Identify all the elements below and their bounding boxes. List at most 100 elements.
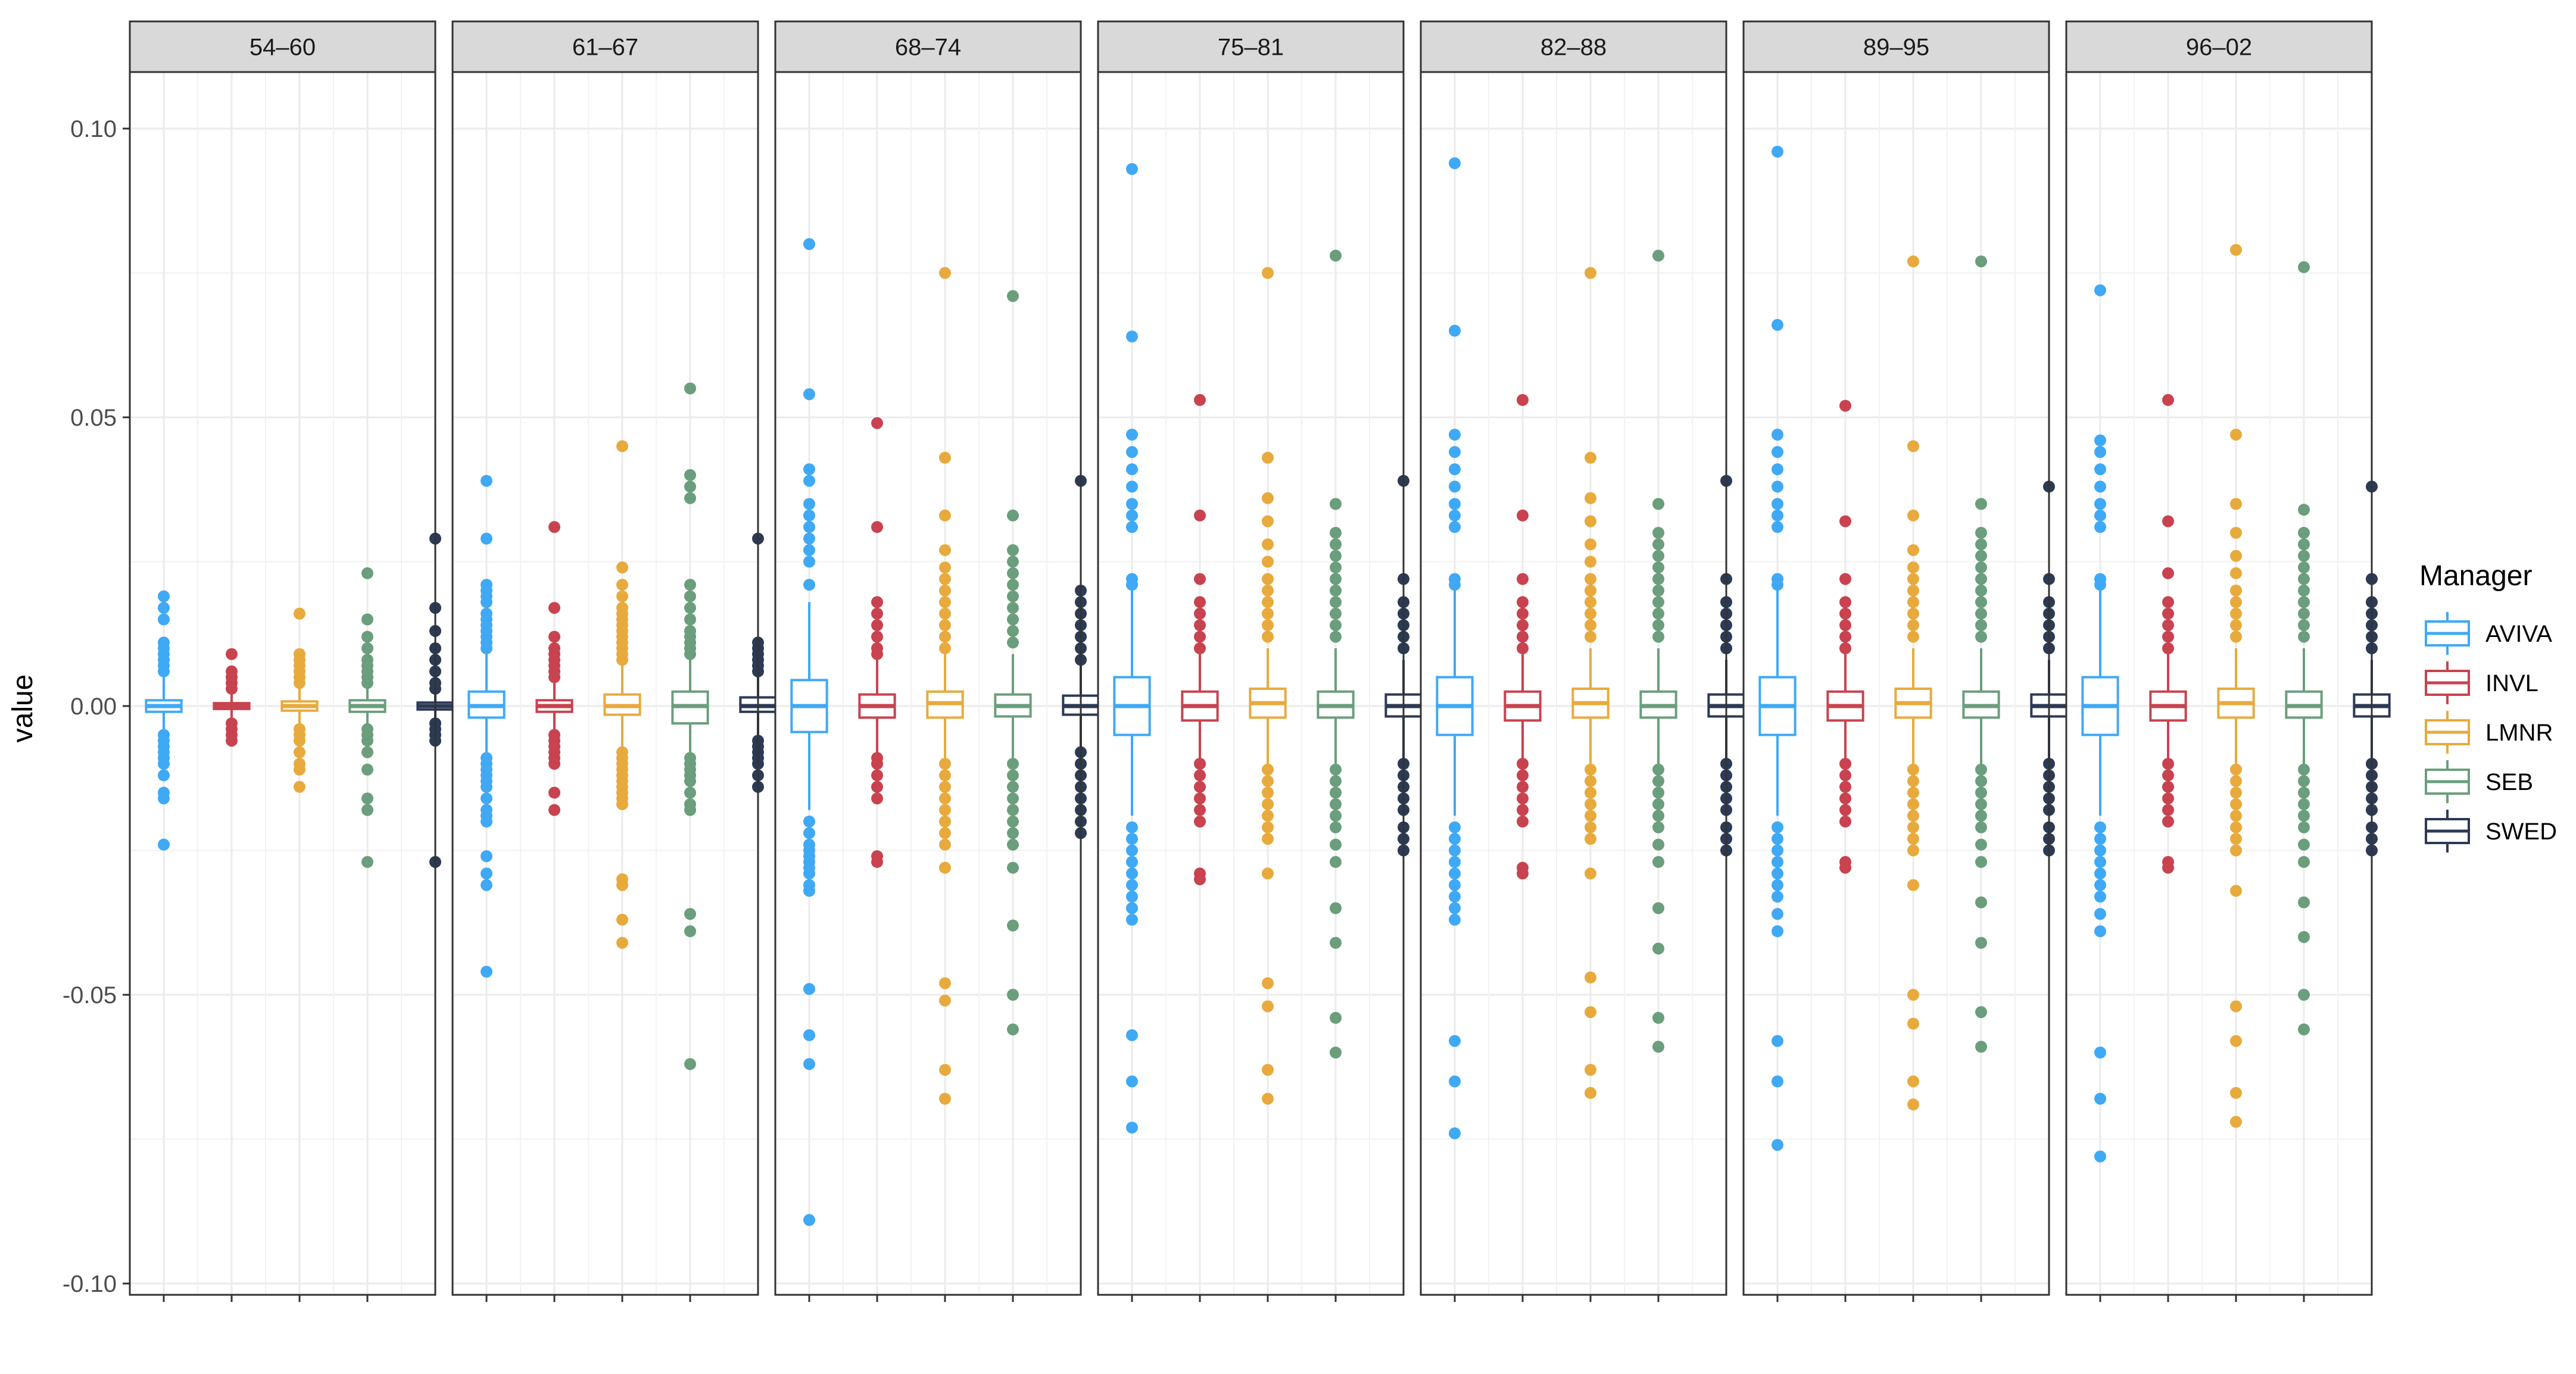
outlier-point: [1126, 879, 1138, 891]
outlier-point: [1585, 867, 1596, 880]
outlier-point: [1007, 290, 1019, 302]
outlier-point: [1262, 821, 1274, 833]
outlier-point: [361, 855, 373, 868]
outlier-point: [2094, 879, 2106, 891]
outlier-point: [2298, 931, 2310, 943]
outlier-point: [1975, 821, 1987, 833]
outlier-point: [1262, 977, 1274, 989]
outlier-point: [361, 804, 373, 816]
outlier-point: [1330, 596, 1342, 608]
outlier-point: [1449, 913, 1461, 926]
outlier-point: [1007, 838, 1019, 851]
outlier-point: [803, 983, 815, 995]
outlier-point: [1126, 902, 1138, 914]
outlier-point: [1907, 1017, 1919, 1030]
outlier-point: [939, 630, 951, 643]
outlier-point: [1449, 833, 1461, 845]
outlier-point: [1907, 561, 1919, 574]
outlier-point: [1975, 896, 1987, 908]
outlier-point: [1907, 833, 1919, 845]
outlier-point: [2298, 538, 2310, 551]
facet-panel: 82–88: [1420, 20, 1745, 1302]
outlier-point: [1449, 463, 1461, 476]
outlier-point: [481, 792, 492, 805]
outlier-point: [1652, 942, 1664, 955]
outlier-point: [294, 763, 305, 776]
outlier-point: [1652, 538, 1664, 551]
outlier-point: [1126, 163, 1138, 175]
outlier-point: [939, 561, 951, 574]
outlier-point: [1839, 607, 1851, 620]
outlier-point: [1262, 538, 1274, 551]
outlier-point: [1907, 810, 1919, 822]
outlier-point: [1194, 873, 1206, 885]
outlier-point: [1907, 1098, 1919, 1111]
outlier-point: [2298, 607, 2310, 620]
outlier-point: [2162, 816, 2174, 827]
outlier-point: [1262, 810, 1274, 822]
outlier-point: [361, 567, 373, 579]
outlier-point: [1585, 555, 1596, 568]
outlier-point: [2230, 619, 2242, 632]
outlier-point: [2162, 567, 2174, 579]
y-tick-label: 0.05: [70, 405, 117, 431]
box-invl: [2149, 394, 2187, 874]
outlier-point: [1194, 607, 1206, 620]
box-aviva: [1758, 145, 1797, 1151]
outlier-point: [1330, 786, 1342, 799]
outlier-point: [1907, 607, 1919, 620]
outlier-point: [481, 867, 492, 880]
outlier-point: [1907, 573, 1919, 585]
outlier-point: [803, 555, 815, 568]
outlier-point: [1652, 561, 1664, 574]
outlier-point: [1975, 838, 1987, 851]
outlier-point: [939, 451, 951, 464]
outlier-point: [2298, 630, 2310, 643]
outlier-point: [1975, 810, 1987, 822]
box-invl: [1181, 394, 1219, 885]
outlier-point: [1907, 630, 1919, 643]
outlier-point: [1517, 780, 1529, 793]
box-seb: [1639, 249, 1677, 1053]
outlier-point: [1975, 596, 1987, 608]
outlier-point: [1330, 1047, 1342, 1058]
outlier-point: [2094, 1092, 2106, 1105]
outlier-point: [294, 735, 305, 747]
outlier-point: [1652, 775, 1664, 788]
outlier-point: [1449, 821, 1461, 833]
outlier-point: [1330, 630, 1342, 643]
outlier-point: [1330, 775, 1342, 788]
outlier-point: [2162, 619, 2174, 632]
outlier-point: [2094, 509, 2106, 522]
outlier-point: [1585, 833, 1596, 845]
outlier-point: [1975, 561, 1987, 574]
outlier-point: [1449, 157, 1461, 170]
outlier-point: [1449, 891, 1461, 903]
outlier-point: [1975, 630, 1987, 643]
outlier-point: [2094, 908, 2106, 920]
outlier-point: [1262, 1092, 1274, 1105]
box-invl: [1504, 394, 1542, 880]
outlier-point: [1652, 249, 1664, 262]
outlier-point: [2230, 844, 2242, 857]
outlier-point: [2230, 885, 2242, 897]
legend-label: LMNR: [2485, 720, 2553, 746]
outlier-point: [803, 816, 815, 827]
legend-label: SWED: [2485, 819, 2557, 845]
outlier-point: [1585, 515, 1596, 527]
outlier-point: [1839, 630, 1851, 643]
box-aviva: [145, 590, 183, 851]
outlier-point: [1262, 1000, 1274, 1013]
facet-panel: 89–95: [1742, 20, 2068, 1302]
outlier-point: [684, 775, 696, 788]
outlier-point: [1772, 1075, 1783, 1088]
outlier-point: [1330, 838, 1342, 851]
outlier-point: [548, 602, 560, 614]
outlier-point: [2162, 769, 2174, 782]
outlier-point: [361, 642, 373, 654]
outlier-point: [1907, 786, 1919, 799]
outlier-point: [1007, 989, 1019, 1001]
outlier-point: [1517, 816, 1529, 827]
outlier-point: [481, 596, 492, 608]
outlier-point: [1652, 549, 1664, 562]
